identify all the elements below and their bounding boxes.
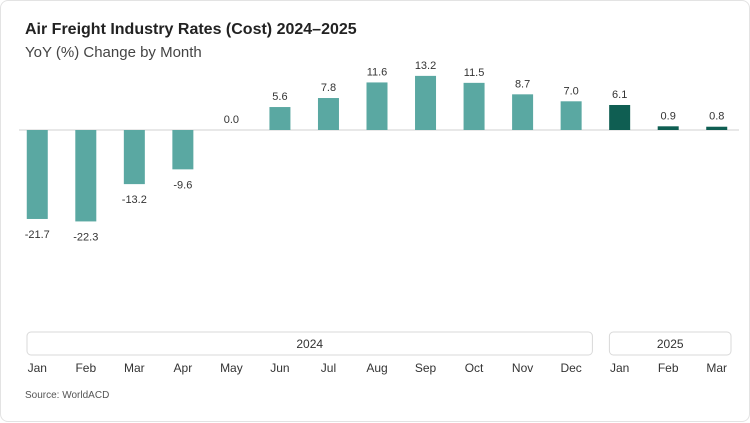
bar [415,75,437,130]
bar [609,104,631,130]
x-tick-label: May [220,361,243,375]
chart-title: Air Freight Industry Rates (Cost) 2024–2… [25,21,357,38]
value-label: 13.2 [415,60,436,72]
value-label: 0.9 [661,110,676,122]
bar [706,126,728,130]
value-label: 7.8 [321,82,336,94]
x-tick-label: Dec [560,361,581,375]
x-tick-label: Mar [124,361,145,375]
x-tick-label: Jan [610,361,629,375]
x-tick-label: Feb [658,361,679,375]
value-label: 11.6 [367,66,388,78]
x-tick-label: Mar [706,361,727,375]
bar [26,130,48,219]
value-label: 8.7 [515,78,530,90]
x-tick-label: Jun [270,361,289,375]
x-tick-label: Jan [28,361,47,375]
x-tick-label: Feb [75,361,96,375]
value-label: -21.7 [25,229,50,241]
x-tick-label: Sep [415,361,437,375]
source-note: Source: WorldACD [25,390,110,401]
x-tick-label: Nov [512,361,533,375]
bar [657,126,679,130]
value-label: 0.8 [709,111,724,123]
year-group-box [608,331,732,356]
value-label: -9.6 [173,179,192,191]
bar [172,130,194,170]
x-tick-label: Oct [465,361,484,375]
bar [123,130,145,185]
bar [317,98,339,130]
value-label: -13.2 [122,194,147,206]
bar [75,130,97,222]
value-label: 11.5 [464,67,485,79]
bar [560,101,582,130]
bar [269,107,291,130]
value-label: 5.6 [272,91,287,103]
year-group-label: 2025 [657,337,684,351]
year-group-box [26,331,593,356]
bar [512,94,534,130]
value-label: 7.0 [563,85,578,97]
year-group-label: 2024 [296,337,323,351]
x-tick-label: Apr [174,361,193,375]
bar [366,82,388,130]
x-tick-label: Jul [321,361,336,375]
value-label: 0.0 [224,114,239,126]
chart-subtitle: YoY (%) Change by Month [25,44,202,61]
x-tick-label: Aug [366,361,387,375]
bar [463,82,485,130]
value-label: 6.1 [612,89,627,101]
value-label: -22.3 [73,231,98,243]
